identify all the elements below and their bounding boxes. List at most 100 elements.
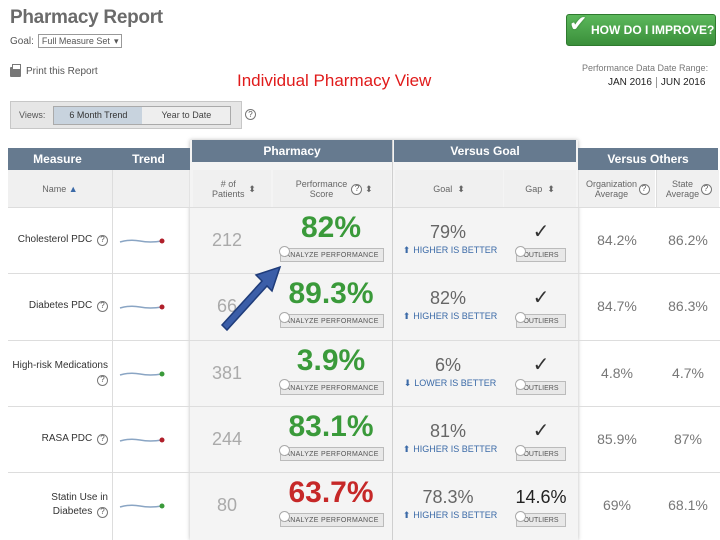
org-average: 85.9% <box>597 431 637 447</box>
state-average: 68.1% <box>668 497 708 513</box>
row-divider <box>8 406 720 407</box>
sort-up-icon: ▲ <box>68 184 78 194</box>
patients-count: 80 <box>216 494 238 515</box>
trend-sparkline <box>119 304 165 310</box>
direction-indicator: ⬆ HIGHER IS BETTER <box>398 508 502 522</box>
row-divider <box>8 340 720 341</box>
date-end: JUN 2016 <box>660 77 706 88</box>
analyze-performance-button[interactable]: ANALYZE PERFORMANCE <box>279 379 384 395</box>
gap-column-header[interactable]: Gap ⬍ <box>504 170 576 208</box>
help-icon[interactable]: ? <box>97 506 108 518</box>
analyze-performance-button[interactable]: ANALYZE PERFORMANCE <box>279 445 384 461</box>
checkmark-icon: ✓ <box>532 353 550 376</box>
help-icon[interactable]: ? <box>638 183 650 195</box>
tab-year-to-date[interactable]: Year to Date <box>142 106 231 124</box>
performance-score: 83.1% <box>288 410 374 443</box>
direction-indicator: ⬆ HIGHER IS BETTER <box>398 243 502 257</box>
direction-label: LOWER IS BETTER <box>414 378 497 388</box>
tab-6-month-trend[interactable]: 6 Month Trend <box>54 106 143 124</box>
org-avg-column-header[interactable]: Organization Average ? <box>579 170 655 208</box>
pharmacy-header: Pharmacy <box>192 140 392 162</box>
help-icon[interactable]: ? <box>700 183 712 195</box>
goal-column-header[interactable]: Goal ⬍ <box>395 170 503 208</box>
patients-column-header[interactable]: # of Patients ⬍ <box>193 170 271 208</box>
analyze-performance-button[interactable]: ANALYZE PERFORMANCE <box>279 511 384 527</box>
goal-value: 79% <box>429 221 467 242</box>
performance-score: 63.7% <box>288 476 374 509</box>
goal-row: Goal: Full Measure Set ▾ <box>10 34 123 48</box>
annotation-arrow-icon <box>220 265 282 332</box>
performance-score: 82% <box>300 211 362 244</box>
trend-point <box>159 437 165 443</box>
page-title: Pharmacy Report <box>10 7 163 28</box>
checkmark-icon: ✓ <box>532 220 550 243</box>
trend-point <box>159 371 165 377</box>
help-icon[interactable]: ? <box>351 183 363 195</box>
outliers-button[interactable]: OUTLIERS <box>515 312 566 328</box>
outliers-button[interactable]: OUTLIERS <box>515 246 566 262</box>
date-range[interactable]: JAN 2016 JUN 2016 <box>608 77 709 88</box>
measure-name: RASA PDC <box>41 433 93 444</box>
checkmark-icon: ✓ <box>532 419 550 442</box>
performance-column-header[interactable]: Performance Score ? ⬍ <box>273 170 391 208</box>
arrow-up-icon: ⬆ <box>402 509 411 520</box>
versus-others-header: Versus Others <box>578 148 718 170</box>
help-icon[interactable]: ? <box>245 109 256 120</box>
analyze-performance-button[interactable]: ANALYZE PERFORMANCE <box>279 246 384 262</box>
help-icon[interactable]: ? <box>97 433 108 445</box>
patients-count: 381 <box>211 362 243 383</box>
checkmark-icon: ✔ <box>569 11 588 36</box>
direction-label: HIGHER IS BETTER <box>413 510 498 520</box>
arrow-up-icon: ⬆ <box>402 244 411 255</box>
goal-value: 78.3% <box>422 486 474 507</box>
outliers-button[interactable]: OUTLIERS <box>515 445 566 461</box>
state-avg-header-label: State Average <box>665 179 700 199</box>
direction-indicator: ⬆ HIGHER IS BETTER <box>398 309 502 323</box>
date-range-label: Performance Data Date Range: <box>582 63 709 73</box>
sort-icon: ⬍ <box>248 184 256 194</box>
trend-point <box>159 304 165 310</box>
arrow-down-icon: ⬇ <box>403 377 412 388</box>
direction-indicator: ⬆ HIGHER IS BETTER <box>398 442 502 456</box>
measure-name-cell: Cholesterol PDC ? <box>10 207 110 273</box>
name-column-header[interactable]: Name ▲ <box>8 170 112 208</box>
state-average: 86.2% <box>668 232 708 248</box>
performance-score: 3.9% <box>296 344 366 377</box>
patients-count: 66 <box>216 295 238 316</box>
print-report-link[interactable]: Print this Report <box>10 63 98 77</box>
column-divider <box>112 170 113 540</box>
row-divider <box>8 273 720 274</box>
outliers-button[interactable]: OUTLIERS <box>515 379 566 395</box>
improve-label: HOW DO I IMPROVE? <box>591 23 715 37</box>
outliers-button[interactable]: OUTLIERS <box>515 511 566 527</box>
column-divider <box>656 170 657 208</box>
trend-point <box>159 238 165 244</box>
goal-value: 6% <box>434 354 461 375</box>
row-divider <box>8 207 720 208</box>
help-icon[interactable]: ? <box>97 300 108 312</box>
trend-header-label: Trend <box>132 152 165 166</box>
state-average: 86.3% <box>668 298 708 314</box>
help-icon[interactable]: ? <box>97 234 108 246</box>
trend-subheader <box>113 170 189 208</box>
trend-sparkline <box>119 437 165 443</box>
performance-score: 89.3% <box>288 277 374 310</box>
patients-count: 212 <box>211 229 243 250</box>
goal-value: 81% <box>429 420 467 441</box>
how-do-i-improve-button[interactable]: ✔ HOW DO I IMPROVE? <box>566 11 716 46</box>
help-icon[interactable]: ? <box>97 374 108 386</box>
direction-label: HIGHER IS BETTER <box>413 311 498 321</box>
row-divider <box>8 472 720 473</box>
analyze-performance-button[interactable]: ANALYZE PERFORMANCE <box>279 312 384 328</box>
patients-header-label: # of Patients <box>211 179 245 199</box>
org-average: 84.2% <box>597 232 637 248</box>
trend-point <box>159 503 165 509</box>
chevron-down-icon: ▾ <box>113 35 119 46</box>
goal-select[interactable]: Full Measure Set ▾ <box>37 34 123 48</box>
checkmark-icon: ✓ <box>532 286 550 309</box>
direction-indicator: ⬇ LOWER IS BETTER <box>398 376 502 390</box>
state-avg-column-header[interactable]: State Average ? <box>657 170 719 208</box>
measure-name: Statin Use in Diabetes <box>51 492 108 517</box>
arrow-up-icon: ⬆ <box>402 443 411 454</box>
name-sort-label: Name <box>42 184 67 194</box>
